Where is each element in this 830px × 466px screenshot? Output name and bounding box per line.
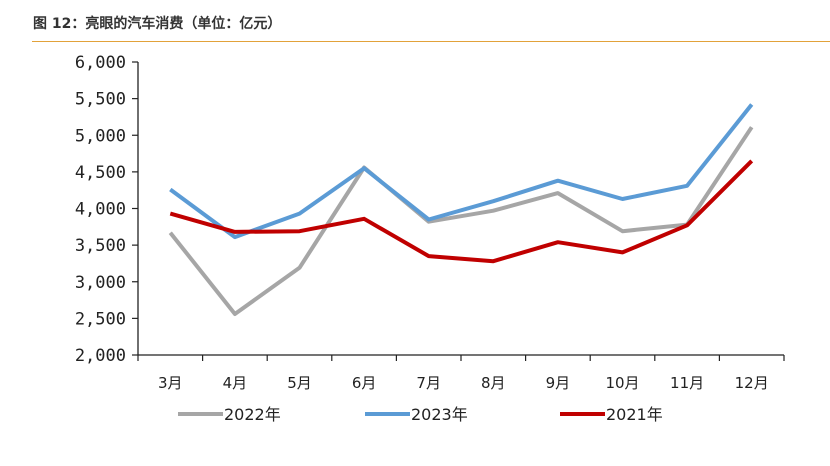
y-tick-label: 4,000	[75, 200, 126, 220]
x-tick-label: 11月	[670, 374, 704, 392]
y-tick-label: 4,500	[75, 163, 126, 183]
x-tick-label: 10月	[605, 374, 639, 392]
legend-item: 2022年	[178, 405, 281, 424]
title-divider	[32, 41, 830, 42]
x-tick-label: 4月	[223, 374, 248, 392]
y-tick-label: 2,000	[75, 346, 126, 366]
x-tick-label: 3月	[158, 374, 183, 392]
y-tick-label: 5,000	[75, 126, 126, 146]
legend-item: 2021年	[560, 405, 663, 424]
x-tick-label: 6月	[352, 374, 377, 392]
x-tick-label: 9月	[546, 374, 571, 392]
legend: 2022年 2023年 2021年	[178, 405, 663, 424]
chart-title: 图 12：亮眼的汽车消费（单位：亿元）	[33, 16, 282, 32]
y-tick-label: 3,500	[75, 236, 126, 256]
y-tick-label: 5,500	[75, 90, 126, 110]
legend-item: 2023年	[365, 405, 468, 424]
legend-label: 2023年	[411, 405, 468, 424]
x-tick-label: 12月	[735, 374, 769, 392]
y-tick-label: 6,000	[75, 53, 126, 73]
y-tick-label: 3,000	[75, 273, 126, 293]
series-line-2021年	[169, 159, 754, 264]
legend-label: 2021年	[606, 405, 663, 424]
legend-label: 2022年	[224, 405, 281, 424]
y-tick-label: 2,500	[75, 309, 126, 329]
x-tick-label: 5月	[287, 374, 312, 392]
series-lines	[168, 103, 754, 316]
series-line-2022年	[168, 126, 754, 316]
x-tick-label: 8月	[481, 374, 506, 392]
series-line-2023年	[169, 103, 754, 240]
axes: 2,000 2,500 3,000 3,500 4,000 4,500 5,000 5,500…	[75, 53, 785, 392]
x-tick-label: 7月	[416, 374, 441, 392]
